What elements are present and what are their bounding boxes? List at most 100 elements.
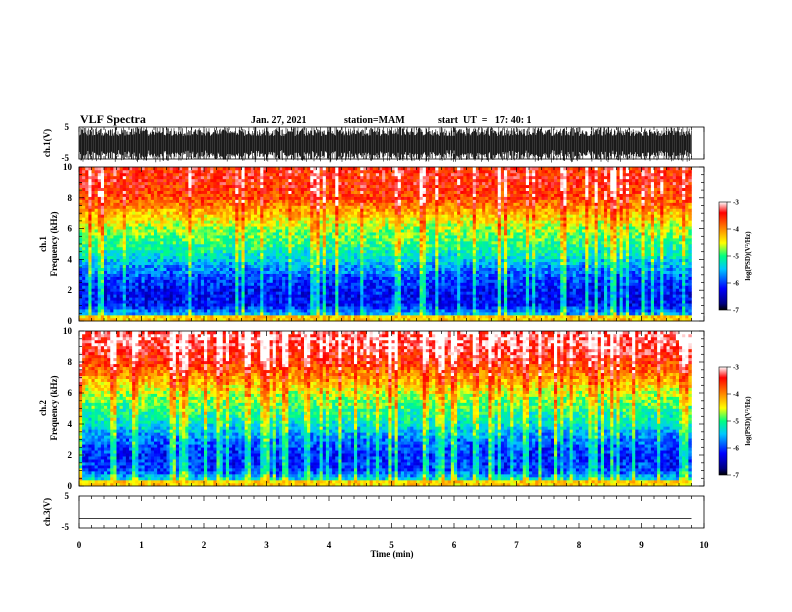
spectrogram-cell bbox=[354, 297, 358, 301]
spectrogram-cell bbox=[313, 291, 317, 295]
spectrogram-cell bbox=[150, 300, 155, 304]
spectrogram-cell bbox=[285, 315, 289, 319]
spectrogram-cell bbox=[94, 238, 99, 242]
spectrogram-cell bbox=[197, 241, 202, 245]
spectrogram-cell bbox=[297, 205, 302, 209]
spectrogram-cell bbox=[225, 291, 230, 295]
spectrogram-cell bbox=[229, 175, 233, 180]
spectrogram-cell bbox=[291, 208, 295, 212]
spectrogram-cell bbox=[254, 172, 258, 177]
spectrogram-cell bbox=[182, 211, 186, 215]
spectrogram-cell bbox=[254, 297, 258, 301]
spectrogram-cell bbox=[104, 223, 108, 227]
spectrogram-cell bbox=[219, 264, 224, 268]
spectrogram-cell bbox=[122, 169, 127, 174]
spectrogram-cell bbox=[104, 306, 108, 310]
spectrogram-cell bbox=[197, 261, 202, 266]
spectrogram-cell bbox=[235, 172, 239, 177]
spectrogram-cell bbox=[360, 190, 364, 194]
spectrogram-cell bbox=[369, 235, 374, 239]
spectrogram-cell bbox=[338, 229, 342, 233]
spectrogram-cell bbox=[219, 208, 224, 212]
spectrogram-cell bbox=[325, 276, 330, 280]
spectrogram-cell bbox=[354, 184, 358, 189]
spectrogram-cell bbox=[125, 187, 130, 191]
spectrogram-cell bbox=[297, 208, 302, 212]
spectrogram-cell bbox=[104, 276, 108, 280]
spectrogram-cell bbox=[316, 196, 320, 200]
spectrogram-cell bbox=[204, 199, 208, 203]
spectrogram-cell bbox=[244, 258, 249, 263]
spectrogram-cell bbox=[329, 258, 333, 263]
spectrogram-cell bbox=[332, 196, 336, 200]
spectrogram-cell bbox=[113, 178, 117, 183]
spectrogram-cell bbox=[225, 208, 230, 212]
spectrogram-cell bbox=[94, 255, 99, 260]
spectrogram-cell bbox=[191, 249, 195, 254]
spectrogram-cell bbox=[341, 202, 345, 206]
spectrogram-cell bbox=[307, 175, 311, 180]
spectrogram-cell bbox=[275, 238, 280, 242]
spectrogram-cell bbox=[235, 246, 239, 251]
spectrogram-cell bbox=[360, 232, 364, 236]
spectrogram-cell bbox=[210, 214, 214, 218]
spectrogram-cell bbox=[244, 223, 249, 227]
spectrogram-cell bbox=[360, 312, 364, 316]
spectrogram-cell bbox=[191, 276, 195, 280]
spectrogram-cell bbox=[88, 175, 92, 180]
spectrogram-cell bbox=[197, 184, 202, 189]
spectrogram-cell bbox=[200, 220, 205, 224]
spectrogram-cell bbox=[304, 184, 308, 189]
spectrogram-cell bbox=[263, 187, 267, 191]
spectrogram-cell bbox=[200, 246, 205, 251]
spectrogram-cell bbox=[238, 258, 242, 263]
spectrogram-cell bbox=[219, 214, 224, 218]
spectrogram-cell bbox=[279, 315, 283, 319]
spectrogram-cell bbox=[144, 184, 149, 189]
spectrogram-cell bbox=[300, 282, 305, 286]
spectrogram-cell bbox=[335, 267, 339, 271]
spectrogram-cell bbox=[135, 172, 139, 177]
spectrogram-cell bbox=[304, 246, 308, 251]
spectrogram-cell bbox=[354, 291, 358, 295]
spectrogram-cell bbox=[304, 229, 308, 233]
spectrogram-cell bbox=[100, 282, 105, 286]
spectrogram-cell bbox=[185, 261, 189, 266]
spectrogram-cell bbox=[150, 181, 155, 186]
spectrogram-cell bbox=[185, 241, 189, 245]
spectrogram-cell bbox=[329, 315, 333, 319]
spectrogram-cell bbox=[366, 223, 370, 227]
spectrogram-cell bbox=[169, 315, 174, 319]
spectrogram-cell bbox=[266, 235, 270, 239]
spectrogram-cell bbox=[229, 288, 233, 292]
spectrogram-cell bbox=[91, 178, 95, 183]
spectrogram-cell bbox=[285, 306, 289, 310]
spectrogram-cell bbox=[313, 193, 317, 197]
spectrogram-cell bbox=[363, 276, 367, 280]
spectrogram-cell bbox=[272, 312, 277, 316]
spectrogram-cell bbox=[125, 249, 130, 254]
spectrogram-cell bbox=[266, 294, 270, 298]
spectrogram-cell bbox=[235, 187, 239, 191]
spectrogram-cell bbox=[254, 220, 258, 224]
spectrogram-cell bbox=[160, 190, 164, 194]
spectrogram-cell bbox=[222, 291, 227, 295]
spectrogram-cell bbox=[160, 294, 164, 298]
spectrogram-cell bbox=[244, 184, 249, 189]
spectrogram-cell bbox=[300, 167, 305, 171]
spectrogram-cell bbox=[160, 244, 164, 248]
spectrogram-cell bbox=[347, 306, 352, 310]
spectrogram-cell bbox=[132, 282, 136, 286]
spectrogram-cell bbox=[110, 208, 114, 212]
spectrogram-cell bbox=[107, 172, 111, 177]
spectrogram-cell bbox=[182, 167, 186, 171]
spectrogram-cell bbox=[119, 249, 124, 254]
spectrogram-cell bbox=[107, 300, 111, 304]
spectrogram-cell bbox=[144, 244, 149, 248]
spectrogram-cell bbox=[350, 208, 355, 212]
spectrogram-cell bbox=[191, 175, 195, 180]
spectrogram-cell bbox=[288, 184, 292, 189]
spectrogram-cell bbox=[185, 303, 189, 307]
spectrogram-cell bbox=[241, 223, 245, 227]
spectrogram-cell bbox=[197, 187, 202, 191]
